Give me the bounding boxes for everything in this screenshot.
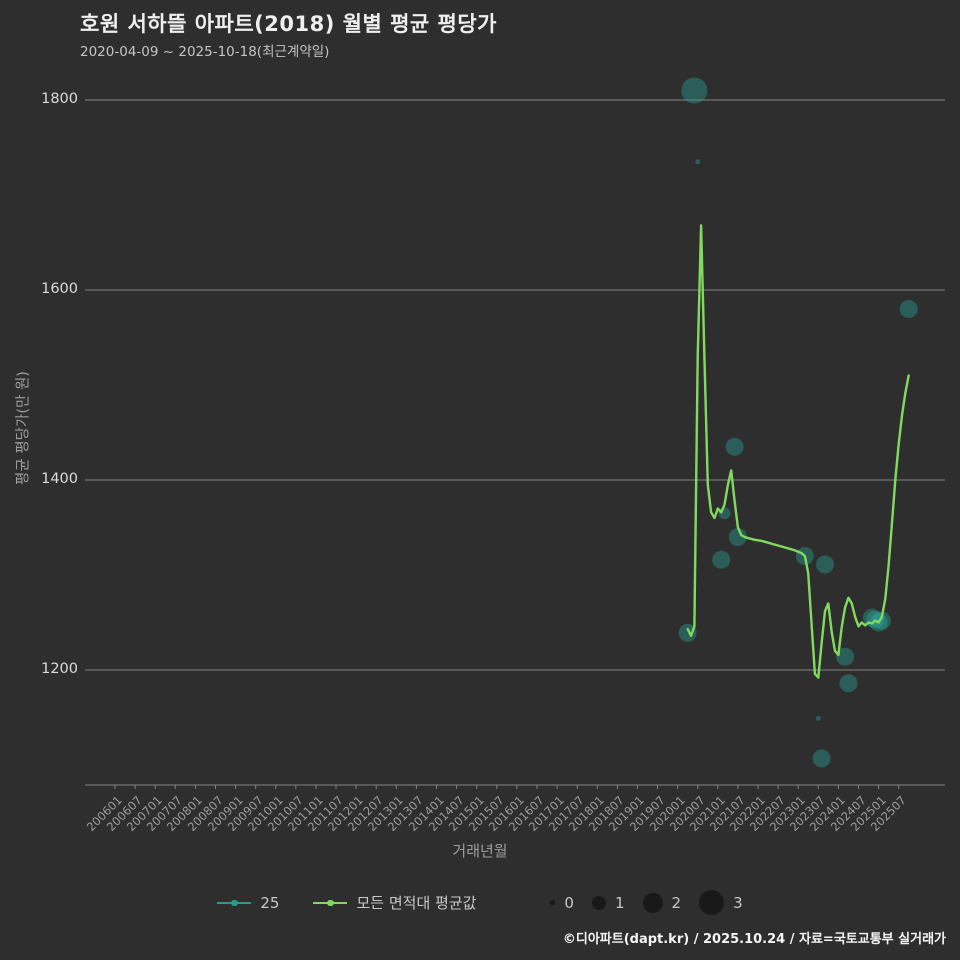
y-tick-label: 1200 <box>41 661 78 677</box>
series-line <box>686 224 910 679</box>
trade-bubble <box>695 159 701 165</box>
bubble-size-1: 1 <box>591 893 625 912</box>
x-axis-title: 거래년월 <box>452 842 508 860</box>
plot-area <box>85 77 945 789</box>
trade-bubble <box>836 647 855 666</box>
y-tick-label: 1400 <box>41 471 78 487</box>
bubble-size-legend: 0 1 2 3 <box>550 890 743 915</box>
trade-bubble <box>725 437 744 456</box>
bubble-size-3-label: 3 <box>733 893 743 912</box>
trade-bubble <box>815 715 821 721</box>
y-tick-label: 1600 <box>41 281 78 297</box>
trade-bubble <box>728 528 747 546</box>
trade-bubble <box>712 550 731 569</box>
bubble-size-0-label: 0 <box>564 893 574 912</box>
bubble-size-2-icon <box>642 892 663 913</box>
bubble-size-2: 2 <box>642 892 682 913</box>
bubble-size-2-label: 2 <box>671 893 682 912</box>
green-line-icon <box>313 897 348 909</box>
footer-credit: ©디아파트(dapt.kr) / 2025.10.24 / 자료=국토교통부 실… <box>562 932 946 947</box>
bubble-size-1-icon <box>591 895 606 910</box>
trade-bubble <box>839 674 858 693</box>
legend-item-average: 모든 면적대 평균값 <box>313 892 476 913</box>
bubble-size-3: 3 <box>699 890 743 915</box>
chart-subtitle: 2020-04-09 ~ 2025-10-18(최근계약일) <box>80 44 330 60</box>
trade-bubble <box>872 611 891 630</box>
bubble-size-1-label: 1 <box>614 893 625 912</box>
legend: 25 모든 면적대 평균값 0 1 2 3 <box>0 890 960 915</box>
bubble-size-0: 0 <box>550 894 574 912</box>
bubble-size-0-icon <box>550 900 556 905</box>
legend-label-25: 25 <box>260 893 280 912</box>
y-tick-label: 1800 <box>41 91 78 107</box>
chart-title: 호원 서하뜰 아파트(2018) 월별 평균 평당가 <box>80 12 497 36</box>
trade-bubble <box>678 623 697 642</box>
trade-bubble <box>681 77 708 104</box>
trade-bubble <box>816 555 834 574</box>
trade-bubble <box>812 749 831 768</box>
legend-label-average: 모든 면적대 평균값 <box>356 894 477 912</box>
bubble-size-3-icon <box>699 890 725 915</box>
teal-line-icon <box>217 897 252 909</box>
trade-bubble <box>899 300 918 318</box>
trade-bubble <box>718 507 731 520</box>
legend-item-25: 25 <box>217 894 279 912</box>
